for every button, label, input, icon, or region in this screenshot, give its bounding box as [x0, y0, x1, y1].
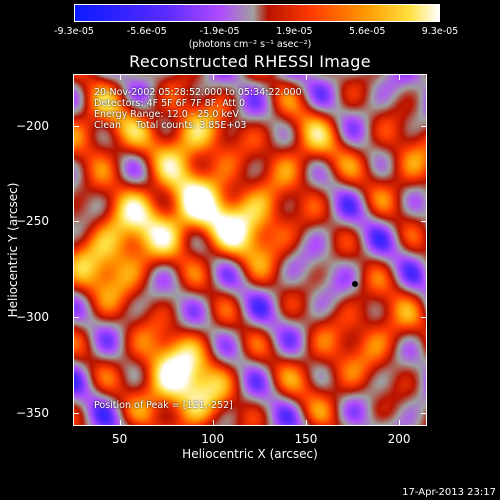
info-time-range: 20-Nov-2002 05:28:52.000 to 05:34:22.000 — [94, 87, 302, 98]
timestamp: 17-Apr-2013 23:17 — [402, 487, 496, 498]
colorbar-tick-label: 9.3e-05 — [421, 26, 459, 37]
colorbar — [74, 4, 440, 22]
heatmap-image — [74, 75, 426, 425]
x-tick-mark — [119, 420, 121, 426]
y-tick-label: −250 — [16, 214, 49, 229]
x-axis-label: Heliocentric X (arcsec) — [182, 447, 318, 461]
x-tick-mark — [119, 74, 121, 80]
x-tick-label: 150 — [294, 432, 318, 446]
y-tick-mark — [73, 412, 79, 414]
x-tick-mark — [212, 74, 214, 80]
y-tick-mark — [421, 125, 427, 127]
y-tick-mark — [421, 221, 427, 223]
colorbar-tick-label: -5.6e-05 — [126, 26, 167, 37]
y-tick-label: −200 — [16, 118, 49, 133]
peak-marker — [352, 280, 359, 287]
x-tick-label: 200 — [387, 432, 411, 446]
x-tick-mark — [305, 74, 307, 80]
chart-title: Reconstructed RHESSI Image — [129, 52, 371, 71]
info-energy-range: Energy Range: 12.0 - 25.0 keV — [94, 109, 239, 120]
colorbar-tick-label: 1.9e-05 — [276, 26, 313, 37]
plot-area: 20-Nov-2002 05:28:52.000 to 05:34:22.000… — [73, 74, 427, 426]
x-tick-label: 50 — [111, 432, 128, 446]
x-tick-mark — [399, 74, 401, 80]
x-tick-mark — [212, 420, 214, 426]
y-tick-mark — [421, 316, 427, 318]
info-counts: Clean Total counts: 3.85E+03 — [94, 120, 247, 131]
x-tick-label: 100 — [201, 432, 225, 446]
y-tick-label: −350 — [16, 405, 49, 420]
x-tick-mark — [305, 420, 307, 426]
colorbar-tick-label: -1.9e-05 — [199, 26, 240, 37]
x-tick-mark — [399, 420, 401, 426]
y-tick-mark — [421, 412, 427, 414]
y-tick-label: −300 — [16, 309, 49, 324]
y-tick-mark — [73, 316, 79, 318]
colorbar-tick-label: 5.6e-05 — [348, 26, 386, 37]
colorbar-units: (photons cm⁻² s⁻¹ asec⁻²) — [188, 39, 312, 50]
info-detectors: Detectors: 4F 5F 6F 7F 8F, Att 0 — [94, 98, 246, 109]
y-tick-mark — [73, 125, 79, 127]
colorbar-tick-label: -9.3e-05 — [54, 26, 94, 37]
y-tick-mark — [73, 221, 79, 223]
peak-position-label: Position of Peak = [121,-252] — [94, 400, 233, 411]
y-axis-label: Heliocentric Y (arcsec) — [6, 182, 20, 318]
